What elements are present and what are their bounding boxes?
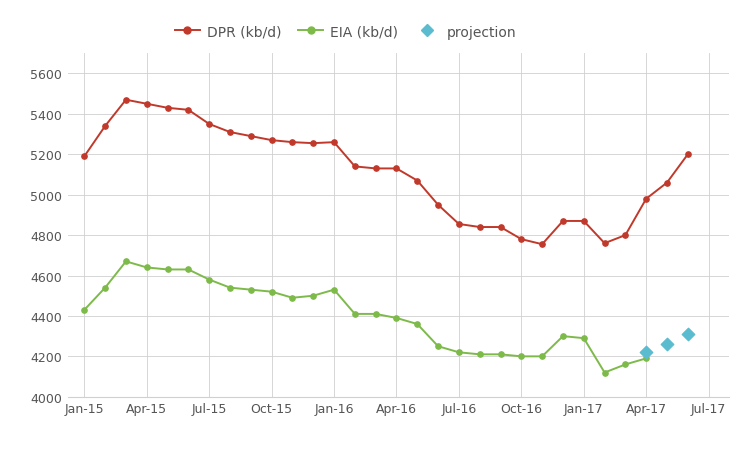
Legend: DPR (kb/d), EIA (kb/d), projection: DPR (kb/d), EIA (kb/d), projection <box>169 20 522 45</box>
Point <box>661 341 673 348</box>
Point <box>640 349 652 356</box>
Point <box>682 331 694 338</box>
